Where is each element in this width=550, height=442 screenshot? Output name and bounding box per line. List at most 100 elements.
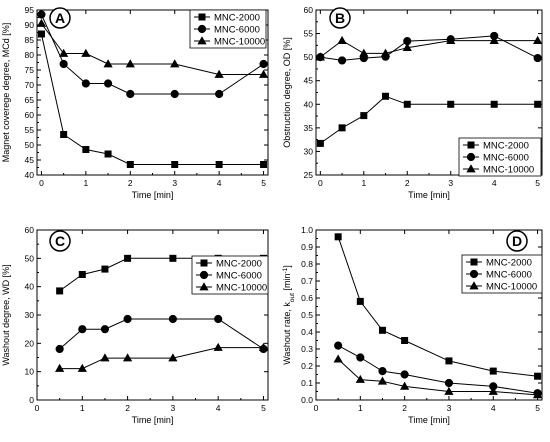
chart-a-y-axis-title: Magnet coverege degree, MCd [%]: [1, 23, 11, 163]
chart-d-mnc-6000-point: [444, 378, 454, 388]
chart-b-y-axis-title: Obstruction degree, OD [%]: [282, 37, 292, 148]
chart-d-x-tick-label: 3: [447, 403, 452, 413]
chart-c-y-tick-label: 20: [25, 338, 35, 348]
chart-b-x-tick-label: 1: [361, 178, 366, 188]
chart-a-y-tick-label: 95: [25, 5, 35, 15]
chart-a-mnc-10000-line: [40, 23, 264, 75]
chart-d-y-tick-label: 0.4: [301, 327, 313, 337]
chart-d-mnc-10000-line: [337, 358, 538, 396]
chart-b-mnc-6000-line: [320, 35, 538, 61]
chart-d-legend-mnc-10000-label: MNC-10000: [486, 282, 537, 293]
chart-a-mnc-2000-point: [60, 131, 68, 138]
chart-a-mnc-6000-point: [37, 10, 46, 19]
chart-c-y-tick-label: 10: [25, 367, 35, 377]
chart-d-mnc-6000-point: [334, 341, 343, 350]
chart-c-y-tick-label: 0: [29, 395, 34, 405]
chart-b-y-tick-label: 40: [304, 99, 314, 109]
chart-a-mnc-6000-point: [170, 89, 179, 99]
chart-c-legend-mnc-2000-label: MNC-2000: [216, 259, 262, 270]
chart-d-y-tick-label: 1.0: [301, 225, 313, 235]
chart-d-mnc-6000-point: [400, 370, 409, 379]
chart-c-x-tick-label: 4: [216, 403, 221, 413]
chart-a-y-tick-label: 75: [25, 65, 35, 75]
chart-a-mnc-2000-point: [37, 30, 45, 38]
chart-a-y-tick-label: 65: [25, 95, 35, 105]
chart-d-y-tick-label: 0.0: [301, 395, 313, 405]
chart-a-mnc-2000-point: [260, 161, 268, 168]
chart-c-x-tick-label: 5: [261, 403, 266, 413]
chart-d-mnc-10000-point: [532, 390, 543, 399]
chart-c-mnc-2000-point: [169, 254, 177, 262]
chart-a-mnc-6000-point: [126, 89, 135, 99]
chart-a-x-tick-label: 2: [128, 178, 133, 188]
chart-d-x-tick-label: 0: [314, 403, 319, 413]
chart-a-mnc-10000-point: [81, 48, 91, 57]
chart-c-x-tick-label: 1: [80, 403, 85, 413]
chart-c-mnc-10000-line: [59, 347, 264, 370]
chart-d-x-tick-label: 2: [402, 403, 407, 413]
chart-b-legend-mnc-2000-label: MNC-2000: [483, 141, 529, 152]
chart-b-mnc-2000-point: [403, 100, 411, 108]
chart-b-y-tick-label: 30: [304, 146, 314, 156]
chart-b-x-tick-label: 4: [492, 178, 497, 188]
chart-a-mnc-10000-point: [214, 69, 224, 78]
chart-d-x-axis-title: Time [min]: [408, 415, 450, 425]
chart-c-plot-frame: [36, 229, 269, 401]
chart-d-legend-mnc-6000-label: MNC-6000: [486, 270, 532, 281]
chart-a-mnc-10000-point: [103, 59, 113, 68]
chart-c-y-tick-label: 60: [25, 225, 35, 235]
chart-d-mnc-2000-point: [356, 297, 364, 305]
chart-c-mnc-2000-point: [78, 270, 86, 278]
chart-b-mnc-10000-point: [337, 35, 347, 44]
chart-d-mnc-10000-point: [377, 376, 388, 385]
chart-a-y-tick-label: 45: [25, 155, 35, 165]
chart-c-y-tick-label: 50: [25, 253, 35, 263]
chart-c-legend-mnc-10000-marker: [199, 282, 209, 291]
chart-d-panel-letter: D: [512, 233, 522, 249]
chart-c-y-tick-label: 30: [25, 310, 35, 320]
chart-b-legend-mnc-10000-marker: [466, 164, 476, 173]
chart-a-legend-mnc-10000-marker: [197, 36, 207, 45]
chart-a-x-tick-label: 1: [83, 178, 88, 188]
chart-b-mnc-2000-point: [338, 124, 346, 132]
chart-a-mnc-10000-point: [125, 59, 135, 68]
chart-d-y-tick-label: 0.1: [301, 378, 313, 388]
chart-a-mnc-10000-point: [170, 59, 180, 68]
chart-a-x-tick-label: 3: [172, 178, 177, 188]
chart-c-mnc-10000-point: [77, 363, 87, 372]
chart-c-y-axis-title: Washout degree, WD [%]: [1, 264, 11, 365]
chart-d-panel-badge: [506, 230, 528, 252]
chart-d-legend-mnc-10000-marker: [469, 281, 479, 290]
chart-b-mnc-10000-line: [319, 39, 538, 58]
chart-a-panel-letter: A: [55, 10, 65, 26]
chart-c-mnc-10000-point: [55, 363, 65, 372]
chart-a-legend-mnc-6000-label: MNC-6000: [214, 25, 260, 36]
chart-d-mnc-2000-point: [534, 372, 542, 380]
chart-d-legend-mnc-2000-marker: [470, 258, 478, 266]
chart-b-x-tick-label: 2: [405, 178, 410, 188]
chart-a-mnc-6000-point: [59, 59, 68, 69]
chart-b-legend-mnc-10000-label: MNC-10000: [483, 165, 534, 176]
chart-c-mnc-6000-point: [100, 325, 110, 334]
chart-a-mnc-6000-point: [259, 59, 268, 69]
chart-c-panel-badge: [49, 230, 71, 252]
chart-c-legend-mnc-6000-label: MNC-6000: [216, 271, 262, 282]
chart-a-y-tick-label: 70: [25, 80, 35, 90]
chart-a-mnc-2000-point: [104, 150, 112, 158]
chart-d-mnc-6000-point: [356, 353, 365, 362]
chart-b-mnc-10000-point: [489, 35, 499, 44]
chart-b-mnc-10000-point: [533, 35, 543, 44]
chart-b-mnc-2000-point: [360, 112, 368, 120]
chart-c-y-tick-label: 40: [25, 282, 35, 292]
chart-b-y-tick-label: 35: [304, 123, 314, 133]
chart-a-mnc-2000-point: [82, 146, 90, 153]
chart-a-mnc-2000-point: [126, 161, 134, 168]
chart-c-mnc-2000-point: [56, 287, 64, 295]
chart-d-y-tick-label: 0.9: [301, 242, 313, 252]
chart-d-y-tick-label: 0.6: [301, 293, 313, 303]
